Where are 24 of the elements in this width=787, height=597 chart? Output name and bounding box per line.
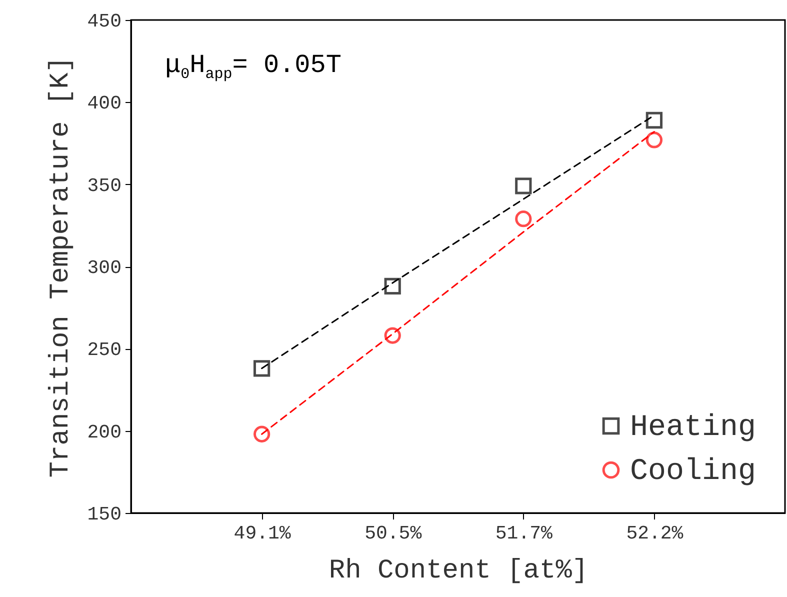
point [646, 112, 663, 129]
point [253, 360, 270, 377]
y-tick-label: 450 [87, 10, 122, 32]
y-tick-label: 200 [87, 421, 122, 444]
point [515, 210, 532, 228]
point [384, 327, 401, 344]
y-axis-title: Transition Temperature [K] [46, 56, 76, 478]
x-tick-label: 49.1% [234, 522, 292, 544]
x-tick-label: 52.2% [626, 522, 684, 544]
annotation: μ$_{0}$H$_{app}$= 0.05T [165, 50, 342, 84]
y-tick-label: 150 [87, 504, 122, 526]
point [384, 278, 401, 295]
y-tick-label: 350 [87, 174, 122, 197]
x-tick-label: 50.5% [364, 522, 422, 544]
point [515, 178, 532, 194]
x-axis-title: Rh Content [at%] [328, 556, 588, 586]
point [253, 426, 270, 442]
y-tick-label: 300 [87, 257, 122, 279]
legend-label: Heating [630, 411, 756, 445]
y-tick-label: 400 [87, 92, 122, 115]
x-tick-label: 51.7% [495, 522, 553, 544]
point [646, 132, 663, 148]
y-tick-label: 250 [87, 339, 122, 362]
legend-label: Cooling [630, 455, 756, 489]
